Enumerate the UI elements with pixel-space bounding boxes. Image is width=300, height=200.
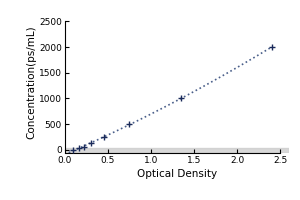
Bar [65,148,289,153]
X-axis label: Optical Density: Optical Density [137,169,217,179]
Y-axis label: Concentration(ps/mL): Concentration(ps/mL) [26,25,36,139]
